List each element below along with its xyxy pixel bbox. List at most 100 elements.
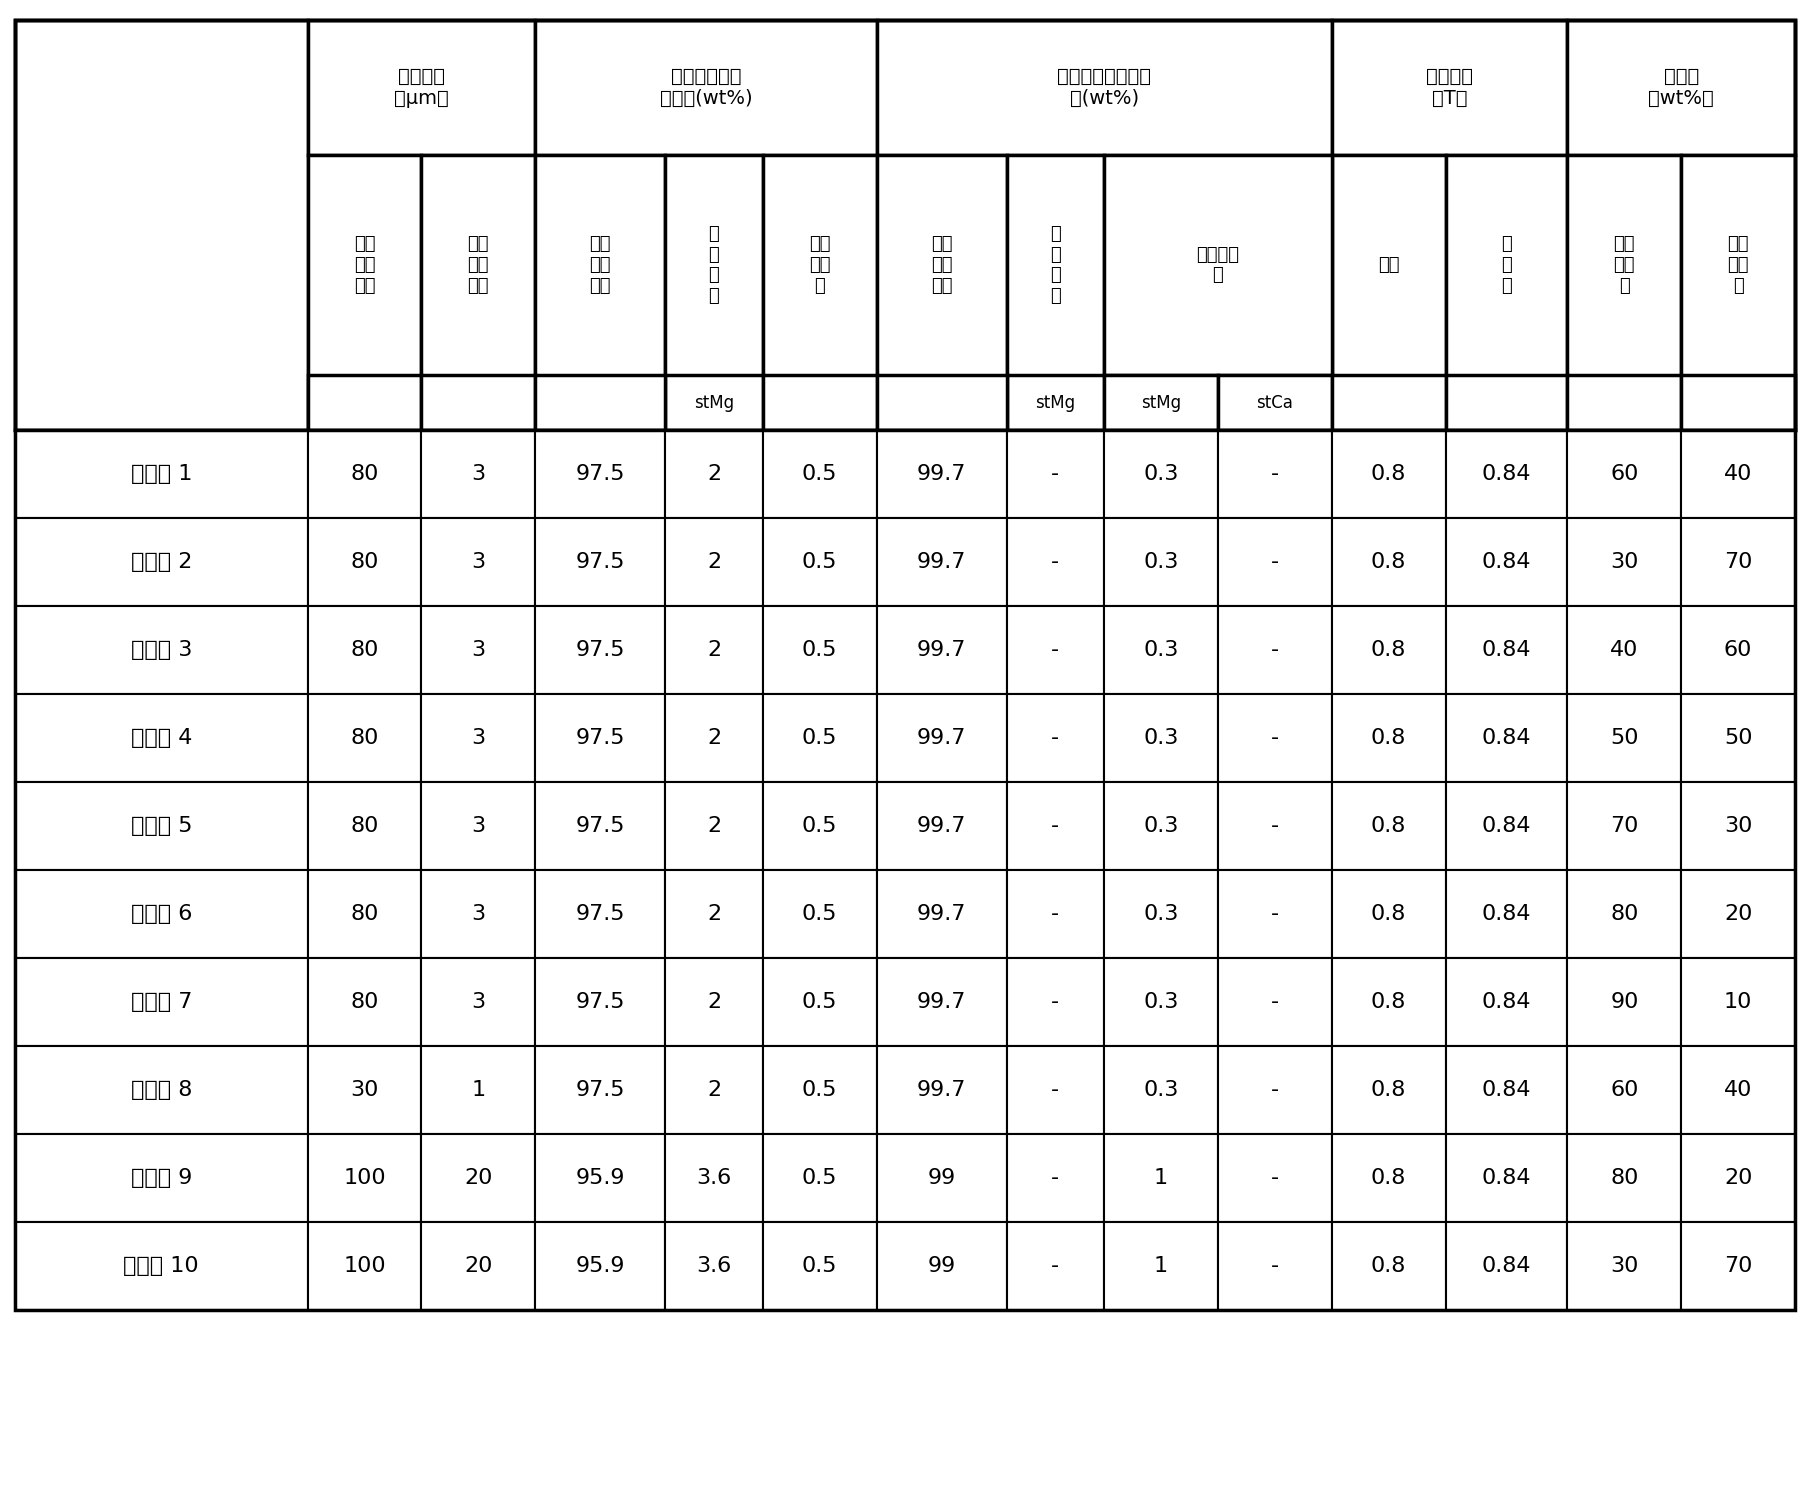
Bar: [877, 155, 1007, 431]
Text: 80: 80: [350, 463, 378, 484]
Text: 第一
混合
物: 第一 混合 物: [1614, 235, 1635, 295]
Bar: [422, 517, 536, 605]
Text: 第二
混合
物: 第二 混合 物: [1728, 235, 1749, 295]
Text: 0.8: 0.8: [1371, 640, 1407, 659]
Text: 0.3: 0.3: [1143, 993, 1179, 1012]
Bar: [422, 1221, 536, 1310]
Text: 磁场强度
（T）: 磁场强度 （T）: [1425, 67, 1472, 108]
Bar: [877, 694, 1007, 782]
Text: 0.8: 0.8: [1371, 1079, 1407, 1100]
Bar: [14, 1046, 308, 1135]
Bar: [1105, 1046, 1219, 1135]
Bar: [308, 155, 422, 431]
Bar: [308, 782, 422, 870]
Bar: [1331, 1046, 1445, 1135]
Text: 实施例 6: 实施例 6: [130, 904, 192, 924]
Text: 99: 99: [927, 1256, 956, 1277]
Bar: [762, 605, 877, 694]
Bar: [1007, 431, 1105, 517]
Bar: [14, 19, 1795, 1310]
Text: 3.6: 3.6: [697, 1256, 732, 1277]
Text: -: -: [1052, 816, 1059, 836]
Text: -: -: [1052, 904, 1059, 924]
Bar: [1219, 782, 1331, 870]
Bar: [422, 375, 536, 431]
Bar: [1007, 694, 1105, 782]
Bar: [762, 958, 877, 1046]
Bar: [1445, 1135, 1567, 1221]
Bar: [1681, 958, 1795, 1046]
Text: 0.5: 0.5: [802, 993, 837, 1012]
Text: 0.8: 0.8: [1371, 904, 1407, 924]
Text: 0.84: 0.84: [1481, 1168, 1532, 1189]
Text: 0.8: 0.8: [1371, 552, 1407, 573]
Bar: [422, 1135, 536, 1221]
Text: 100: 100: [344, 1256, 386, 1277]
Bar: [1567, 375, 1681, 431]
Text: 80: 80: [350, 552, 378, 573]
Text: 100: 100: [344, 1168, 386, 1189]
Bar: [762, 375, 877, 431]
Bar: [877, 1046, 1007, 1135]
Bar: [1331, 375, 1445, 431]
Bar: [422, 958, 536, 1046]
Text: -: -: [1271, 1079, 1279, 1100]
Text: 50: 50: [1610, 728, 1639, 748]
Bar: [1219, 1046, 1331, 1135]
Text: 0.84: 0.84: [1481, 1079, 1532, 1100]
Bar: [762, 782, 877, 870]
Text: 3: 3: [471, 993, 485, 1012]
Text: 第二
磁性
粉末: 第二 磁性 粉末: [931, 235, 953, 295]
Bar: [1567, 605, 1681, 694]
Bar: [1681, 605, 1795, 694]
Text: 0.8: 0.8: [1371, 993, 1407, 1012]
Text: 0.84: 0.84: [1481, 1256, 1532, 1277]
Bar: [1331, 155, 1445, 431]
Text: 3.6: 3.6: [697, 1168, 732, 1189]
Text: 实施例 4: 实施例 4: [130, 728, 192, 748]
Text: 10: 10: [1724, 993, 1753, 1012]
Bar: [1105, 870, 1219, 958]
Bar: [877, 19, 1331, 155]
Bar: [1331, 1135, 1445, 1221]
Bar: [308, 694, 422, 782]
Bar: [536, 1046, 665, 1135]
Bar: [877, 782, 1007, 870]
Bar: [14, 19, 308, 431]
Bar: [762, 694, 877, 782]
Bar: [1681, 782, 1795, 870]
Bar: [665, 1046, 762, 1135]
Bar: [536, 431, 665, 517]
Text: -: -: [1271, 816, 1279, 836]
Bar: [422, 694, 536, 782]
Text: 99.7: 99.7: [916, 993, 967, 1012]
Bar: [536, 958, 665, 1046]
Text: -: -: [1052, 1256, 1059, 1277]
Text: 环
氧
树
脂: 环 氧 树 脂: [708, 224, 719, 305]
Bar: [14, 870, 308, 958]
Text: 80: 80: [350, 816, 378, 836]
Bar: [665, 694, 762, 782]
Text: 第一
磁性
粉末: 第一 磁性 粉末: [589, 235, 610, 295]
Text: 95.9: 95.9: [576, 1168, 625, 1189]
Text: 30: 30: [350, 1079, 378, 1100]
Bar: [1681, 1135, 1795, 1221]
Text: 0.84: 0.84: [1481, 552, 1532, 573]
Bar: [1567, 155, 1681, 431]
Text: 70: 70: [1724, 552, 1753, 573]
Text: 3: 3: [471, 463, 485, 484]
Bar: [665, 155, 762, 431]
Text: stMg: stMg: [1141, 393, 1181, 411]
Text: 平均粒径
（μm）: 平均粒径 （μm）: [395, 67, 449, 108]
Text: 2: 2: [706, 552, 721, 573]
Text: 环
氧
树
脂: 环 氧 树 脂: [1050, 224, 1061, 305]
Bar: [1681, 375, 1795, 431]
Bar: [1445, 782, 1567, 870]
Text: -: -: [1271, 993, 1279, 1012]
Text: -: -: [1052, 463, 1059, 484]
Text: 3: 3: [471, 904, 485, 924]
Text: 0.3: 0.3: [1143, 728, 1179, 748]
Text: -: -: [1271, 640, 1279, 659]
Text: 99.7: 99.7: [916, 904, 967, 924]
Text: 0.3: 0.3: [1143, 640, 1179, 659]
